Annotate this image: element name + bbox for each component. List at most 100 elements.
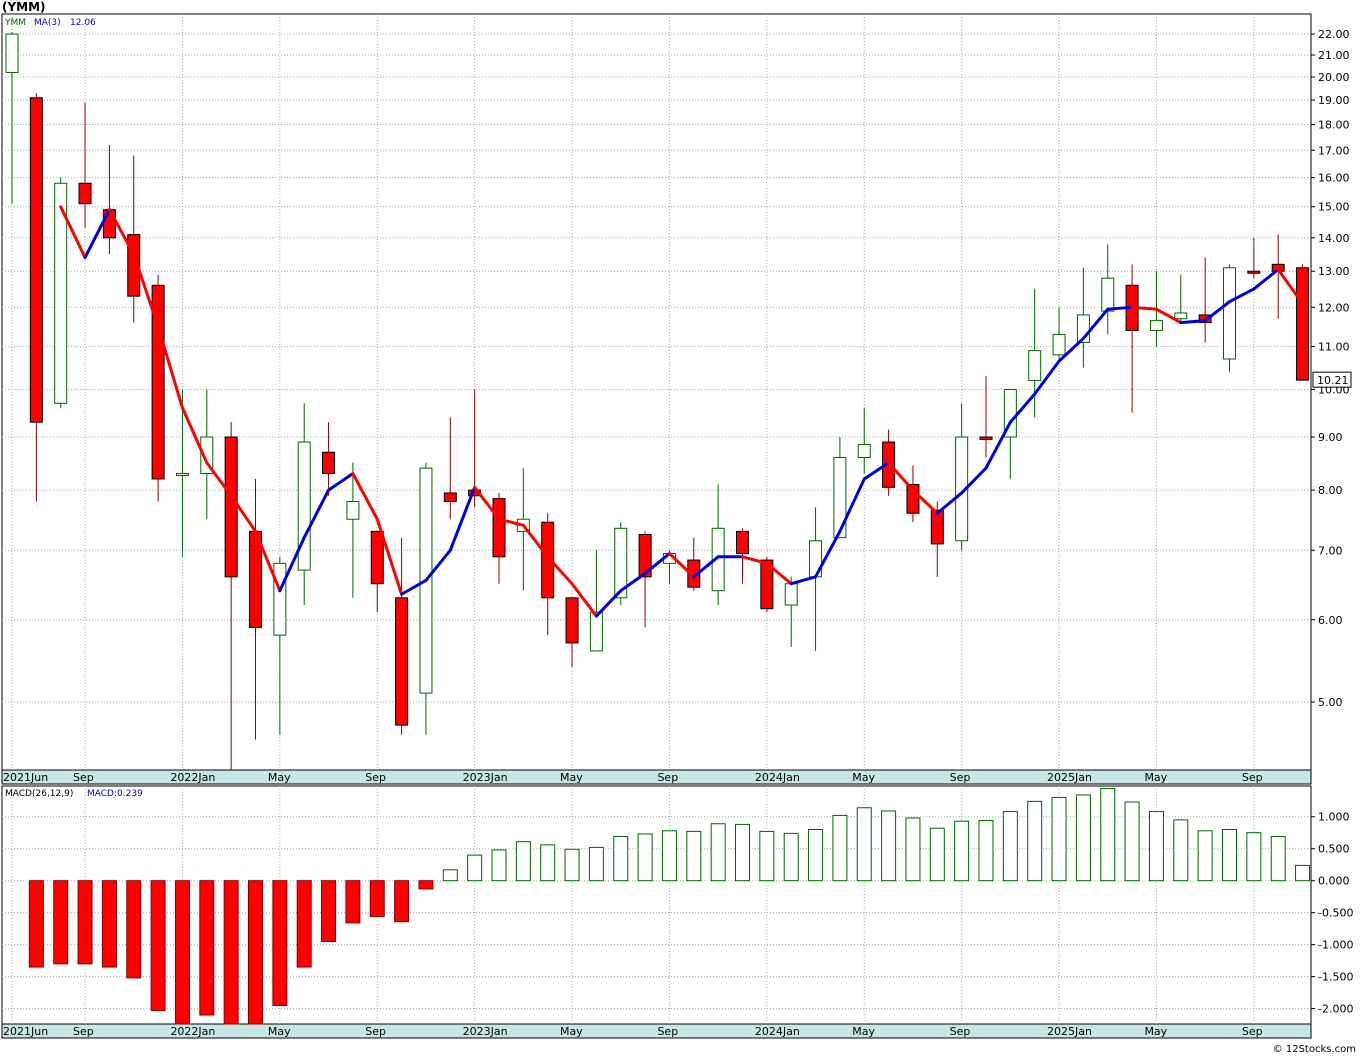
candle-body [1052,333,1066,356]
ma3-segment [1276,267,1305,306]
macd-bar [199,880,215,1016]
candle-body [175,473,189,477]
macd-bar [53,880,69,965]
ma3-segment [180,406,209,465]
candle-body [78,182,92,205]
x-tick-label: Sep [1242,771,1263,784]
x-tick-label: May [560,1025,583,1038]
macd-bar [1270,836,1286,882]
macd-bar [223,880,239,1025]
price-legend-ma: MA(3) [34,18,61,28]
candle [614,522,628,606]
candle-body [1101,277,1115,312]
price-tick-label: 21.00 [1318,49,1350,62]
macd-bar [978,820,994,882]
price-tick-label: 16.00 [1318,172,1350,185]
macd-bar [564,848,580,882]
ma3-segment [1081,307,1110,340]
ma3-segment [473,485,501,521]
ma3-segment [1154,307,1183,325]
macd-tick-label: -0.500 [1318,907,1353,920]
candle-body [857,444,871,459]
macd-bar [369,880,385,918]
candle [249,478,262,740]
candle-body [322,451,336,475]
ma3-segment [789,575,818,586]
x-tick-label: Sep [1242,1025,1263,1038]
macd-legend-value: MACD:0.239 [87,789,143,799]
candle [297,403,311,606]
x-tick-label: 2025Jan [1047,771,1092,784]
macd-bar [345,880,361,924]
candle-body [614,527,628,599]
macd-bar [418,880,434,890]
ma3-segment [546,555,574,586]
candle-body [29,97,43,423]
x-tick-label: 2021Jun [3,1025,48,1038]
candle-body [1198,314,1212,324]
price-tick-label: 9.00 [1318,431,1343,444]
candle-body [784,583,798,606]
candle [589,550,603,652]
candle [930,501,944,577]
macd-bar [1027,800,1043,882]
ma3-segment [132,252,160,328]
ma3-segment [278,536,306,593]
x-tick-label: Sep [950,1025,971,1038]
ma3-segment [254,529,282,593]
macd-panel [1,785,1312,1025]
candle [175,389,189,557]
x-tick-label: 2024Jan [755,1025,800,1038]
ma3-segment [838,477,866,533]
x-tick-label: May [560,771,583,784]
candle [1198,257,1212,343]
candle [5,31,19,204]
macd-tick-label: 0.000 [1318,875,1350,888]
price-tick-label: 5.00 [1318,696,1343,709]
price-legend-symbol: YMM [4,18,26,28]
macd-bar [77,880,93,965]
candle [565,597,579,668]
last-price-label: 10.21 [1317,374,1349,387]
ma3-segment [911,488,939,515]
ma3-segment [83,208,111,260]
price-tick-label: 20.00 [1318,71,1350,84]
ma3-segment [1130,305,1158,311]
candle [370,530,384,613]
candle [1296,264,1310,381]
ma3-segment [1228,287,1256,304]
candle-body [930,509,944,545]
macd-legend-name: MACD(26,12,9) [5,789,73,799]
price-tick-label: 14.00 [1318,232,1350,245]
ma3-segment [570,582,598,618]
candle [857,407,871,474]
x-tick-label: Sep [73,1025,94,1038]
candle-body [395,597,409,726]
ma3-segment [984,420,1012,470]
price-tick-label: 19.00 [1318,94,1350,107]
candle-body [638,533,652,578]
macd-bar [1295,864,1311,882]
x-tick-label: Sep [950,771,971,784]
candle-body [711,527,725,592]
candle [78,102,92,229]
macd-bar [1222,829,1237,882]
macd-bar [1246,832,1262,882]
ma3-segment [935,491,964,515]
ma3-segment [424,548,452,582]
macd-bar [28,880,44,968]
candle [1174,274,1188,323]
candle-body [979,436,993,441]
price-tick-label: 18.00 [1318,119,1350,132]
candle-body [541,521,555,599]
candle-body [1149,320,1163,331]
macd-bar [954,820,970,882]
candle [541,513,555,636]
candle [1052,307,1066,364]
macd-bar [467,854,483,882]
candle [1223,264,1236,372]
ma3-segment [619,571,647,593]
ma3-segment [497,517,525,527]
macd-tick-label: -1.500 [1318,971,1353,984]
ma3-segment [59,205,87,260]
